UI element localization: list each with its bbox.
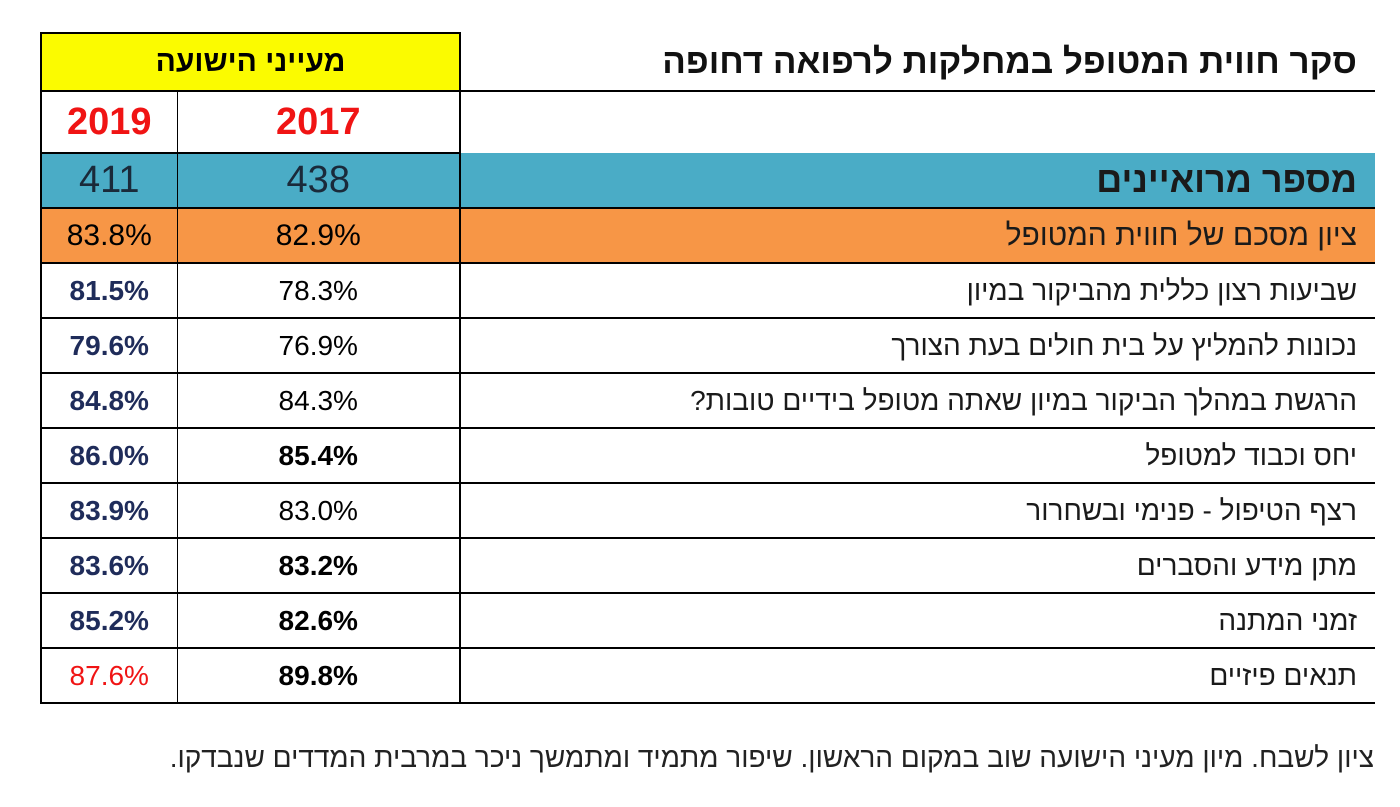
value-2017: 89.8% (176, 648, 462, 704)
row-label: שביעות רצון כללית מהביקור במיון (460, 263, 1376, 319)
table-row: 87.6% 89.8% תנאים פיזיים (40, 648, 1376, 704)
row-label: רצף הטיפול - פנימי ובשחרור (460, 483, 1376, 539)
value-2019: 86.0% (40, 428, 178, 484)
row-label: תנאים פיזיים (460, 648, 1376, 704)
row-label: הרגשת במהלך הביקור במיון שאתה מטופל בידי… (460, 373, 1376, 429)
year-2017: 2017 (176, 91, 462, 154)
value-2019: 79.6% (40, 318, 178, 374)
table-row: 83.9% 83.0% רצף הטיפול - פנימי ובשחרור (40, 483, 1376, 539)
value-2019: 83.9% (40, 483, 178, 539)
value-2019: 84.8% (40, 373, 178, 429)
table-row: 85.2% 82.6% זמני המתנה (40, 593, 1376, 649)
value-2019: 85.2% (40, 593, 178, 649)
value-2019: 81.5% (40, 263, 178, 319)
respondents-label: מספר מרואיינים (460, 153, 1376, 209)
row-label: נכונות להמליץ על בית חולים בעת הצורך (460, 318, 1376, 374)
value-2017: 82.6% (176, 593, 462, 649)
value-2017: 84.3% (176, 373, 462, 429)
survey-table: מעייני הישועה סקר חווית המטופל במחלקות ל… (39, 32, 1376, 704)
table-row: 84.8% 84.3% הרגשת במהלך הביקור במיון שאת… (40, 373, 1376, 429)
footnote: ציון לשבח. מיון מעיני הישועה שוב במקום ה… (169, 742, 1374, 773)
table-row: 79.6% 76.9% נכונות להמליץ על בית חולים ב… (40, 318, 1376, 374)
table-row: 81.5% 78.3% שביעות רצון כללית מהביקור במ… (40, 263, 1376, 319)
summary-score-2019: 83.8% (40, 208, 178, 264)
row-label: זמני המתנה (460, 593, 1376, 649)
table-row: 83.6% 83.2% מתן מידע והסברים (40, 538, 1376, 594)
table-row: 86.0% 85.4% יחס וכבוד למטופל (40, 428, 1376, 484)
hospital-header: מעייני הישועה (39, 32, 462, 92)
value-2017: 85.4% (176, 428, 462, 484)
page-title: סקר חווית המטופל במחלקות לרפואה דחופה (460, 33, 1376, 92)
respondents-row: 411 438 מספר מרואיינים (40, 153, 1376, 209)
summary-score-row: 83.8% 82.9% ציון מסכם של חווית המטופל (40, 208, 1376, 264)
value-2019: 83.6% (40, 538, 178, 594)
header-row: מעייני הישועה סקר חווית המטופל במחלקות ל… (39, 32, 1376, 92)
summary-score-2017: 82.9% (176, 208, 462, 264)
row-label: מתן מידע והסברים (460, 538, 1376, 594)
row-label: יחס וכבוד למטופל (460, 428, 1376, 484)
years-row-blank (460, 91, 1375, 153)
value-2019: 87.6% (40, 648, 178, 704)
value-2017: 76.9% (176, 318, 462, 374)
respondents-2019: 411 (40, 153, 178, 209)
value-2017: 83.0% (176, 483, 462, 539)
year-2019: 2019 (40, 91, 178, 154)
value-2017: 78.3% (176, 263, 462, 319)
respondents-2017: 438 (176, 153, 462, 209)
years-row: 2019 2017 (40, 91, 1375, 154)
summary-score-label: ציון מסכם של חווית המטופל (460, 208, 1376, 264)
value-2017: 83.2% (176, 538, 462, 594)
